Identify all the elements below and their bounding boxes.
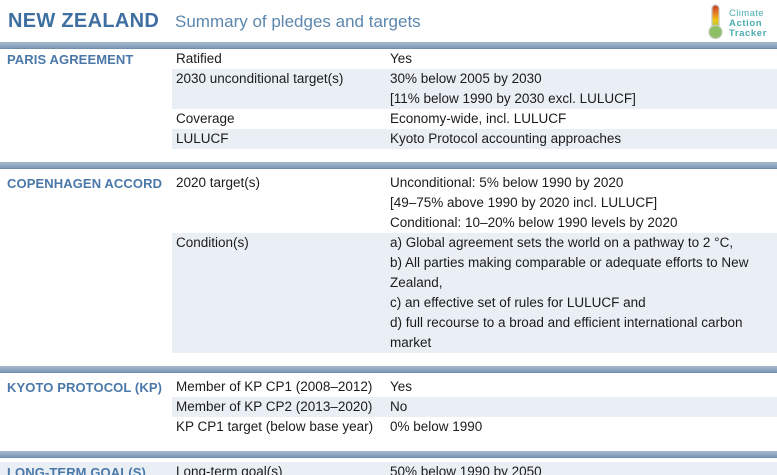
table-row: KP CP1 target (below base year) 0% below… — [0, 417, 777, 437]
value-line: Economy-wide, incl. LULUCF — [390, 111, 567, 126]
table-row: 2030 unconditional target(s) 30% below 2… — [0, 69, 777, 109]
logo-line-action: Action — [728, 18, 763, 29]
row-band: Member of KP CP2 (2013–2020) No — [172, 397, 777, 417]
value-line: Conditional: 10–20% below 1990 levels by… — [390, 215, 678, 230]
value-line: d) full recourse to a broad and efficien… — [390, 315, 743, 350]
row-band: Member of KP CP1 (2008–2012) Yes — [172, 377, 777, 397]
row-label: 2020 target(s) — [176, 175, 261, 190]
table-row: PARIS AGREEMENT Ratified Yes — [0, 49, 777, 69]
section-title: PARIS AGREEMENT — [0, 49, 172, 69]
row-value: 30% below 2005 by 2030 [11% below 1990 b… — [390, 69, 777, 109]
page-title: Summary of pledges and targets — [175, 12, 421, 31]
table-row: Member of KP CP2 (2013–2020) No — [0, 397, 777, 417]
section-gap — [0, 353, 777, 366]
section-divider — [0, 162, 777, 169]
section-copenhagen-accord: COPENHAGEN ACCORD 2020 target(s) Uncondi… — [0, 169, 777, 353]
table-row: KYOTO PROTOCOL (KP) Member of KP CP1 (20… — [0, 377, 777, 397]
value-line: [11% below 1990 by 2030 excl. LULUCF] — [390, 91, 636, 106]
row-value: Yes — [390, 49, 777, 69]
row-band: Ratified Yes — [172, 49, 777, 69]
section-title: COPENHAGEN ACCORD — [0, 173, 172, 233]
row-band: LULUCF Kyoto Protocol accounting approac… — [172, 129, 777, 149]
section-divider — [0, 451, 777, 458]
logo-line-tracker: Tracker — [728, 28, 767, 39]
row-value: 50% below 1990 by 2050 — [390, 462, 777, 475]
value-line: c) an effective set of rules for LULUCF … — [390, 295, 646, 310]
logo-line-climate: Climate — [728, 8, 764, 19]
section-gap — [0, 437, 777, 451]
section-long-term-goal: LONG-TERM GOAL(S) Long-term goal(s) 50% … — [0, 458, 777, 475]
page-header: NEW ZEALAND Summary of pledges and targe… — [0, 0, 777, 42]
row-label: Ratified — [176, 51, 222, 66]
value-line: 50% below 1990 by 2050 — [390, 464, 542, 475]
row-value: Unconditional: 5% below 1990 by 2020 [49… — [390, 173, 777, 233]
value-line: Yes — [390, 379, 413, 394]
row-label: Member of KP CP1 (2008–2012) — [176, 379, 373, 394]
section-divider — [0, 42, 777, 49]
row-value: Economy-wide, incl. LULUCF — [390, 109, 777, 129]
table-row: Condition(s) a) Global agreement sets th… — [0, 233, 777, 353]
section-cell-empty — [0, 417, 172, 437]
row-value: a) Global agreement sets the world on a … — [390, 233, 777, 353]
section-cell-empty — [0, 397, 172, 417]
table-row: COPENHAGEN ACCORD 2020 target(s) Uncondi… — [0, 173, 777, 233]
country-title: NEW ZEALAND — [8, 10, 160, 32]
row-value: No — [390, 397, 777, 417]
value-line: Kyoto Protocol accounting approaches — [390, 131, 622, 146]
value-line: Yes — [390, 51, 413, 66]
logo-wordmark: Climate Action Tracker — [729, 9, 767, 39]
row-value: 0% below 1990 — [390, 417, 777, 437]
row-band: 2020 target(s) Unconditional: 5% below 1… — [172, 173, 777, 233]
section-cell-empty — [0, 69, 172, 109]
row-label: KP CP1 target (below base year) — [176, 419, 374, 434]
row-label: Condition(s) — [176, 235, 249, 250]
row-band: KP CP1 target (below base year) 0% below… — [172, 417, 777, 437]
value-line: 30% below 2005 by 2030 — [390, 71, 542, 86]
row-label: Coverage — [176, 111, 235, 126]
section-divider — [0, 366, 777, 373]
value-line: 0% below 1990 — [390, 419, 483, 434]
value-line: [49–75% above 1990 by 2020 incl. LULUCF] — [390, 195, 658, 210]
row-label: Long-term goal(s) — [176, 464, 283, 475]
table-row: LONG-TERM GOAL(S) Long-term goal(s) 50% … — [0, 462, 777, 475]
thermometer-icon — [705, 3, 726, 45]
section-cell-empty — [0, 129, 172, 149]
value-line: No — [390, 399, 408, 414]
row-band: Long-term goal(s) 50% below 1990 by 2050 — [172, 462, 777, 475]
value-line: a) Global agreement sets the world on a … — [390, 235, 734, 250]
table-row: LULUCF Kyoto Protocol accounting approac… — [0, 129, 777, 149]
section-gap — [0, 149, 777, 162]
row-label: 2030 unconditional target(s) — [176, 71, 344, 86]
row-band: 2030 unconditional target(s) 30% below 2… — [172, 69, 777, 109]
value-line: Unconditional: 5% below 1990 by 2020 — [390, 175, 624, 190]
row-band: Condition(s) a) Global agreement sets th… — [172, 233, 777, 353]
section-title: KYOTO PROTOCOL (KP) — [0, 377, 172, 397]
section-cell-empty — [0, 109, 172, 129]
section-cell-empty — [0, 233, 172, 353]
row-label: LULUCF — [176, 131, 229, 146]
row-band: Coverage Economy-wide, incl. LULUCF — [172, 109, 777, 129]
table-row: Coverage Economy-wide, incl. LULUCF — [0, 109, 777, 129]
section-title: LONG-TERM GOAL(S) — [7, 465, 146, 475]
row-label: Member of KP CP2 (2013–2020) — [176, 399, 373, 414]
row-value: Kyoto Protocol accounting approaches — [390, 129, 777, 149]
section-kyoto-protocol: KYOTO PROTOCOL (KP) Member of KP CP1 (20… — [0, 373, 777, 437]
row-value: Yes — [390, 377, 777, 397]
value-line: b) All parties making comparable or adeq… — [390, 255, 749, 290]
section-paris-agreement: PARIS AGREEMENT Ratified Yes 2030 uncond… — [0, 49, 777, 149]
climate-action-tracker-logo: Climate Action Tracker — [705, 3, 767, 45]
